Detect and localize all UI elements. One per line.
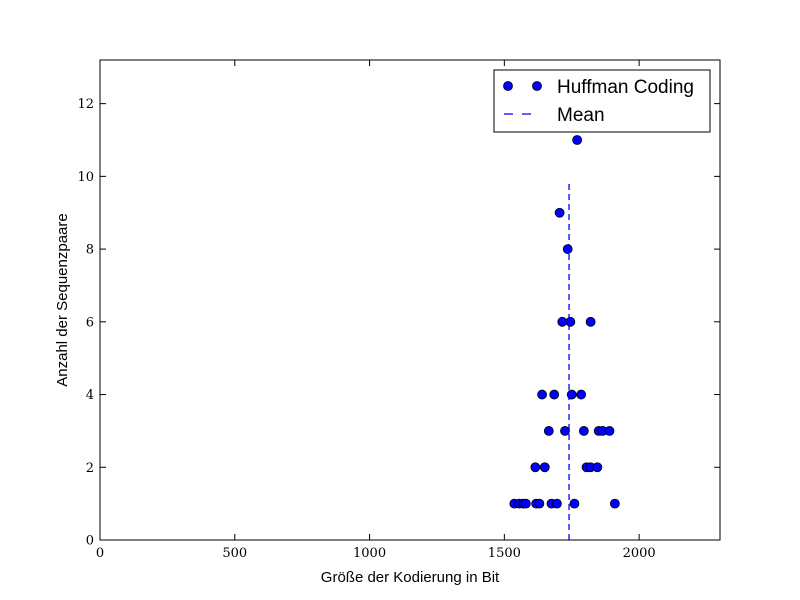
data-point (537, 389, 547, 400)
data-point (576, 389, 587, 400)
plot-area (100, 60, 720, 540)
ticks-layer: 0 500 1000 1500 2000 0 2 4 6 8 10 12 (77, 60, 720, 561)
legend-marker-huffman-left (503, 81, 513, 91)
data-point (566, 389, 577, 400)
points-layer (509, 135, 620, 509)
x-axis-label: Größe der Kodierung in Bit (321, 569, 500, 586)
x-tick-label: 1000 (353, 546, 386, 561)
data-point (560, 426, 570, 436)
data-point (562, 244, 573, 254)
data-point (569, 498, 580, 509)
x-tick-label: 2000 (623, 546, 656, 561)
plot-frame (99, 59, 721, 541)
legend-box (493, 69, 711, 133)
data-point (554, 207, 565, 218)
data-point (578, 426, 589, 436)
legend: Huffman Coding Mean (493, 69, 711, 133)
legend-label-mean: Mean (557, 105, 605, 126)
y-tick-label: 0 (86, 534, 94, 549)
legend-marker-huffman-right (532, 81, 542, 91)
data-point (534, 498, 545, 509)
y-tick-label: 6 (86, 315, 94, 330)
y-tick-label: 10 (77, 170, 94, 185)
x-tick-label: 500 (222, 546, 247, 561)
data-point (585, 316, 596, 327)
data-point (572, 135, 583, 145)
data-point (557, 316, 568, 327)
data-point (543, 426, 554, 436)
data-point (604, 426, 615, 436)
data-point (549, 389, 560, 400)
data-point (539, 462, 550, 473)
legend-label-huffman: Huffman Coding (557, 77, 694, 98)
y-tick-label: 8 (86, 243, 94, 258)
data-point (521, 498, 531, 509)
data-point (552, 498, 562, 509)
x-tick-label: 0 (96, 546, 104, 561)
y-tick-label: 2 (86, 461, 94, 476)
data-point (530, 462, 541, 473)
data-point (609, 498, 620, 509)
x-tick-label: 1500 (488, 546, 521, 561)
data-point (565, 316, 576, 327)
y-axis-label: Anzahl der Sequenzpaare (54, 213, 71, 386)
data-point (592, 462, 603, 473)
y-tick-label: 4 (86, 388, 94, 403)
y-tick-label: 12 (77, 97, 94, 112)
